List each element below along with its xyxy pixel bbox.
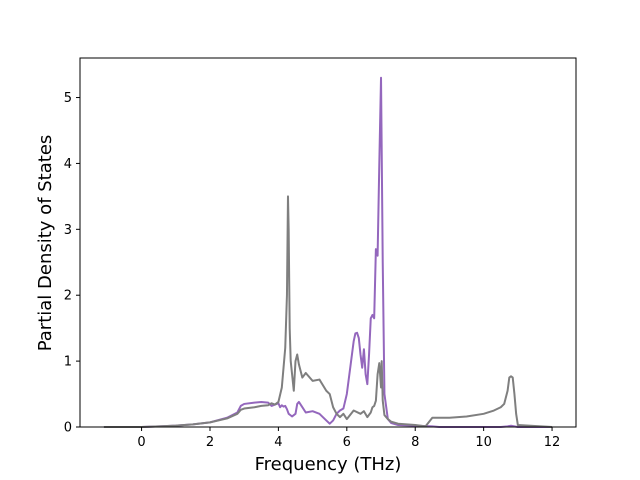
x-tick-label: 8 (411, 435, 419, 450)
y-tick-label: 2 (64, 289, 72, 304)
x-tick-label: 4 (274, 435, 282, 450)
y-tick-label: 3 (64, 223, 72, 238)
x-axis-ticks: 0 2 4 6 8 10 12 (137, 427, 560, 450)
plot-frame (79, 57, 577, 428)
y-tick-label: 0 (64, 421, 72, 436)
series-line-1 (103, 76, 553, 428)
series-layer (103, 76, 553, 428)
y-tick-label: 1 (64, 355, 72, 370)
y-axis-ticks: 0 1 2 3 4 5 (64, 91, 80, 436)
y-tick-label: 4 (64, 157, 72, 172)
y-tick-label: 5 (64, 91, 72, 106)
plot-area (80, 58, 576, 427)
x-tick-label: 12 (544, 435, 561, 450)
x-tick-label: 2 (206, 435, 214, 450)
x-axis-label: Frequency (THz) (255, 454, 402, 475)
series-line-2 (103, 195, 553, 428)
x-tick-label: 6 (343, 435, 351, 450)
x-tick-label: 10 (475, 435, 492, 450)
y-axis-label: Partial Density of States (35, 135, 56, 352)
x-tick-label: 0 (137, 435, 145, 450)
